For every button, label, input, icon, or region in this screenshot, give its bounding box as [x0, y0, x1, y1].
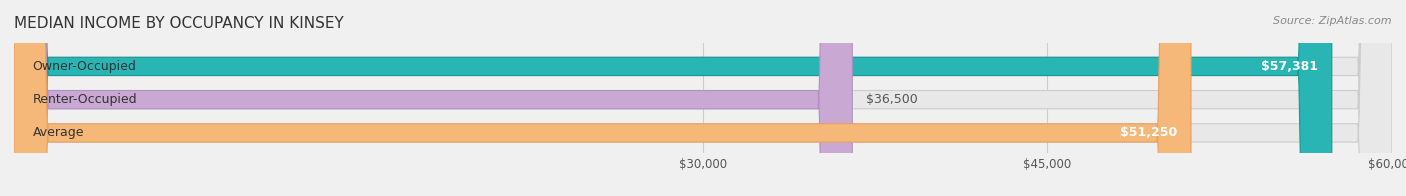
- Text: MEDIAN INCOME BY OCCUPANCY IN KINSEY: MEDIAN INCOME BY OCCUPANCY IN KINSEY: [14, 16, 344, 31]
- Text: $57,381: $57,381: [1261, 60, 1317, 73]
- FancyBboxPatch shape: [14, 0, 1191, 196]
- FancyBboxPatch shape: [14, 0, 1392, 196]
- Text: $36,500: $36,500: [866, 93, 918, 106]
- Text: Renter-Occupied: Renter-Occupied: [32, 93, 136, 106]
- Text: Average: Average: [32, 126, 84, 139]
- Text: Source: ZipAtlas.com: Source: ZipAtlas.com: [1274, 16, 1392, 26]
- FancyBboxPatch shape: [14, 0, 1392, 196]
- FancyBboxPatch shape: [14, 0, 852, 196]
- FancyBboxPatch shape: [14, 0, 1392, 196]
- Text: $51,250: $51,250: [1121, 126, 1177, 139]
- FancyBboxPatch shape: [14, 0, 1331, 196]
- Text: Owner-Occupied: Owner-Occupied: [32, 60, 136, 73]
